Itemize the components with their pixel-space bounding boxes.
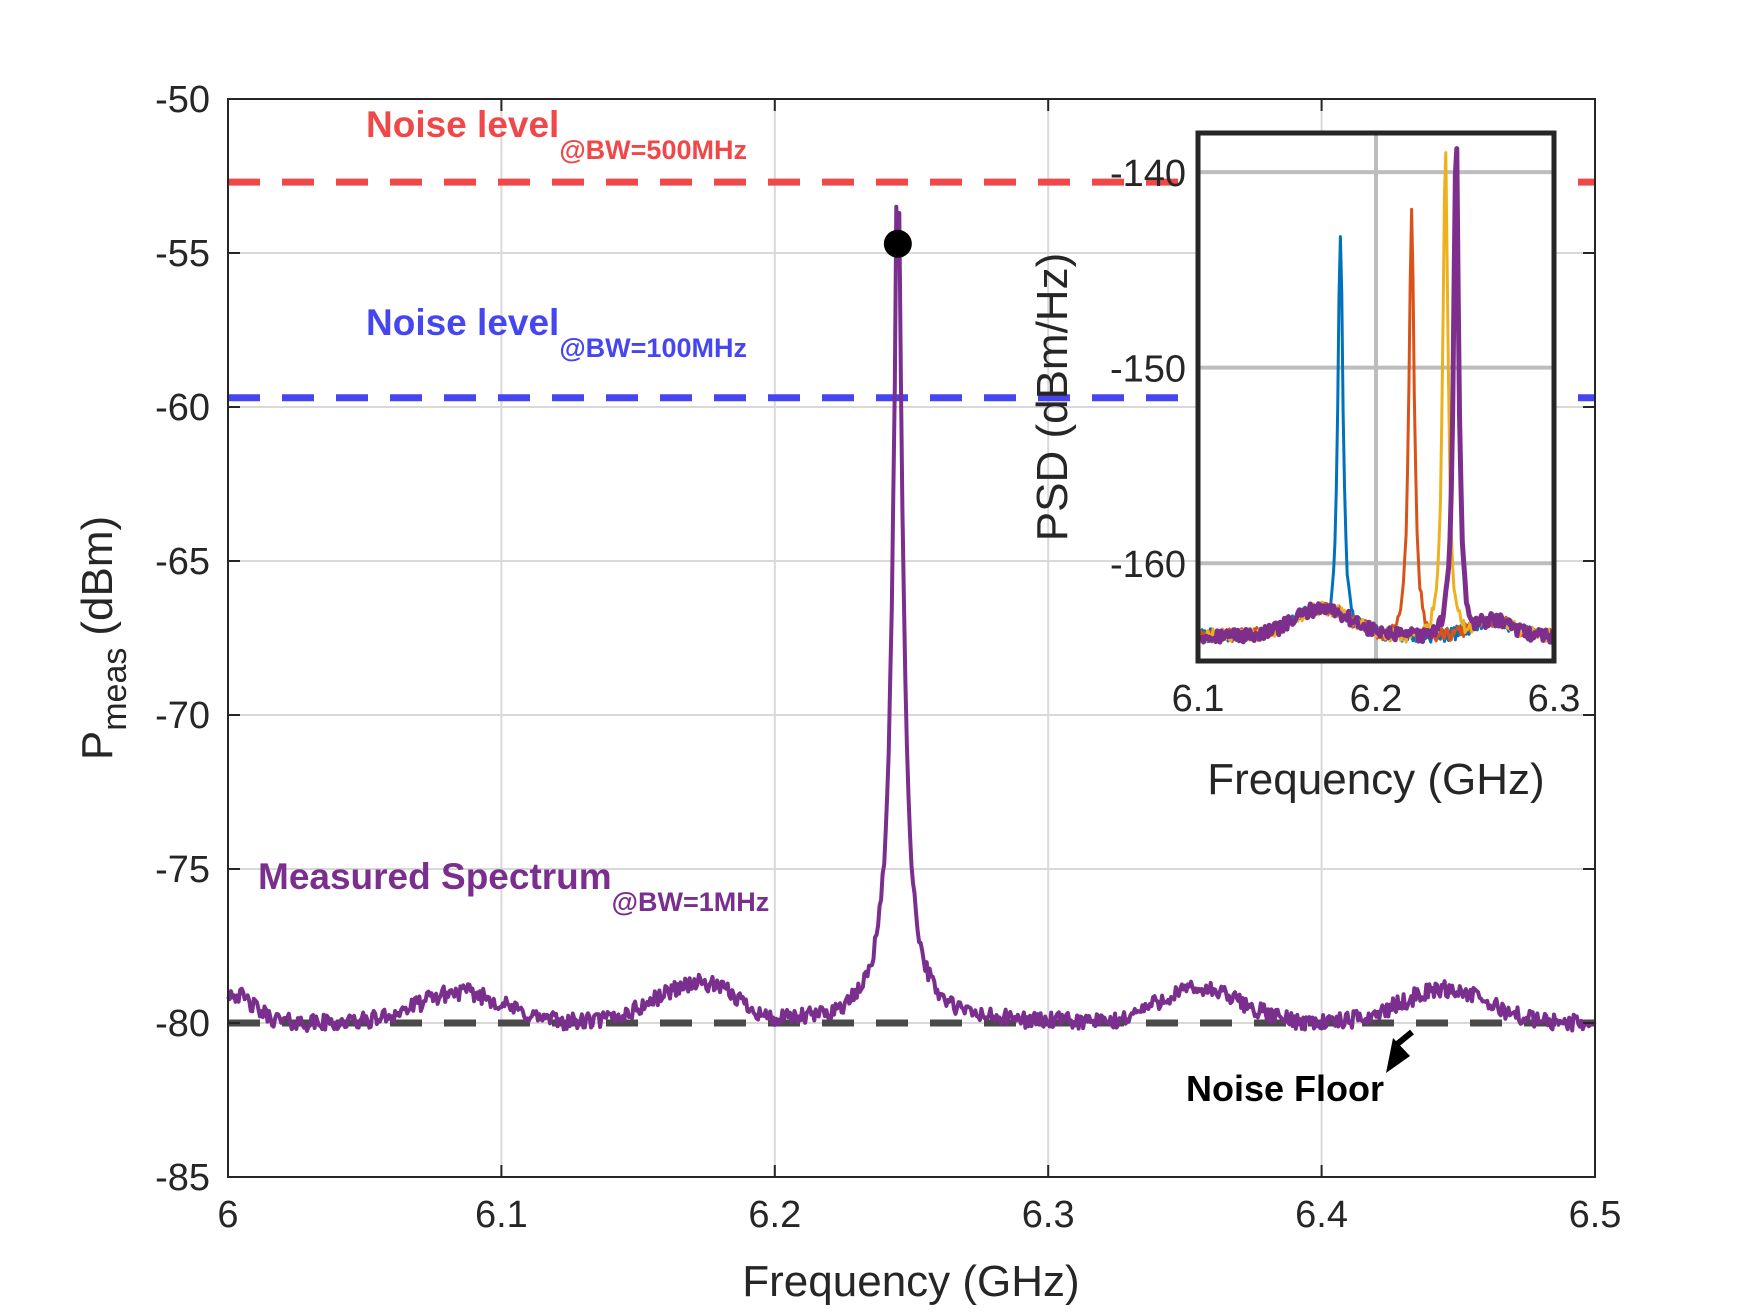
peak-marker: [883, 229, 912, 258]
inset-tick-labels: 6.1 6.2 6.3 -140 -150 -160: [1110, 153, 1580, 720]
noise-500-label: Noise level: [366, 104, 559, 145]
noise-100-label: Noise level: [366, 302, 559, 343]
inset-x-tick-label: 6.1: [1172, 678, 1225, 720]
spectrum-annotation: Measured Spectrum@BW=1MHz: [258, 856, 769, 917]
inset-y-tick-label: -150: [1110, 349, 1186, 391]
inset-y-tick-label: -160: [1110, 544, 1186, 586]
inset-series-purple: [1196, 146, 1556, 645]
y-label-unit: (dBm): [73, 516, 122, 636]
main-y-tick-label: -85: [155, 1157, 210, 1199]
main-tick-labels: 6 6.1 6.2 6.3 6.4 6.5 -50 -55 -60 -65 -70 -75 -80 -85: [155, 79, 1621, 1236]
main-y-tick-label: -50: [155, 79, 210, 121]
main-y-tick-label: -80: [155, 1003, 210, 1045]
noise-100-sub: @BW=100MHz: [559, 333, 747, 363]
inset-x-tick-label: 6.3: [1528, 678, 1581, 720]
main-x-tick-label: 6.4: [1295, 1194, 1348, 1236]
inset-y-tick-label: -140: [1110, 153, 1186, 195]
spectrum-sub: @BW=1MHz: [612, 887, 770, 917]
noise-500-annotation: Noise level@BW=500MHz: [366, 104, 747, 165]
main-y-tick-label: -70: [155, 695, 210, 737]
main-x-tick-label: 6.1: [475, 1194, 528, 1236]
noise-floor-arrow: [1386, 1029, 1414, 1073]
main-x-axis-label: Frequency (GHz): [742, 1257, 1079, 1306]
inset-series-layer: [1196, 146, 1556, 645]
inset-x-axis-label: Frequency (GHz): [1207, 755, 1544, 804]
noise-floor-annotation: Noise Floor: [1186, 1068, 1384, 1109]
y-label-main: P: [73, 731, 122, 760]
main-y-tick-label: -65: [155, 541, 210, 583]
measured-spectrum-line: [226, 204, 1597, 1033]
y-label-sub: meas: [96, 648, 134, 731]
main-series-layer: [226, 204, 1597, 1033]
main-y-tick-label: -55: [155, 233, 210, 275]
main-y-tick-label: -60: [155, 387, 210, 429]
main-axes-box: [227, 98, 1596, 1178]
noise-100-annotation: Noise level@BW=100MHz: [366, 302, 747, 363]
main-y-axis-label: Pmeas (dBm): [73, 516, 134, 760]
main-x-tick-label: 6: [217, 1194, 238, 1236]
main-x-tick-label: 6.2: [748, 1194, 801, 1236]
main-x-tick-label: 6.5: [1569, 1194, 1622, 1236]
svg-text:Pmeas(dBm): Pmeas (dBm): [73, 516, 134, 760]
spectrum-label: Measured Spectrum: [258, 856, 612, 897]
inset-x-tick-label: 6.2: [1350, 678, 1403, 720]
main-y-tick-label: -75: [155, 849, 210, 891]
inset-axes-box: [1195, 130, 1557, 664]
noise-500-sub: @BW=500MHz: [559, 135, 747, 165]
main-x-tick-label: 6.3: [1022, 1194, 1075, 1236]
inset-y-axis-label: PSD (dBm/Hz): [1028, 253, 1077, 541]
